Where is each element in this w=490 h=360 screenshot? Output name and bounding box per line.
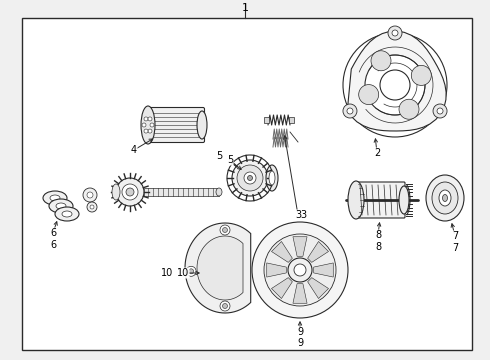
Circle shape (186, 266, 196, 276)
Circle shape (264, 234, 336, 306)
Ellipse shape (426, 175, 464, 221)
Bar (289, 117, 294, 123)
Circle shape (392, 30, 398, 36)
Circle shape (142, 123, 146, 127)
Polygon shape (185, 223, 251, 313)
Circle shape (83, 188, 97, 202)
Circle shape (252, 222, 348, 318)
Circle shape (222, 303, 227, 309)
Polygon shape (308, 278, 328, 298)
Text: 10: 10 (177, 268, 189, 278)
Text: 1: 1 (242, 3, 248, 13)
Circle shape (237, 165, 263, 191)
Text: 3: 3 (295, 210, 301, 220)
Text: 7: 7 (452, 231, 458, 241)
Circle shape (433, 104, 447, 118)
Bar (144, 188, 219, 196)
Circle shape (220, 301, 230, 311)
Circle shape (222, 228, 227, 233)
Polygon shape (314, 263, 333, 277)
Ellipse shape (50, 195, 60, 201)
FancyBboxPatch shape (355, 182, 405, 218)
Circle shape (150, 123, 154, 127)
Text: 5: 5 (227, 155, 233, 165)
Ellipse shape (112, 184, 120, 200)
Polygon shape (197, 236, 243, 300)
Circle shape (232, 160, 268, 196)
Circle shape (116, 178, 144, 206)
Circle shape (380, 70, 410, 100)
Ellipse shape (56, 203, 66, 209)
Text: 4: 4 (131, 145, 137, 155)
Circle shape (244, 172, 256, 184)
Circle shape (148, 129, 152, 133)
Ellipse shape (197, 111, 207, 139)
Bar (264, 117, 269, 123)
FancyBboxPatch shape (147, 108, 204, 143)
Polygon shape (347, 31, 446, 131)
Circle shape (347, 108, 353, 114)
Circle shape (87, 192, 93, 198)
Text: 3: 3 (300, 210, 306, 220)
Circle shape (220, 225, 230, 235)
Text: 2: 2 (374, 148, 380, 158)
Ellipse shape (269, 171, 275, 185)
Circle shape (294, 264, 306, 276)
Polygon shape (267, 263, 286, 277)
Ellipse shape (43, 191, 67, 205)
Ellipse shape (432, 182, 458, 214)
Polygon shape (293, 237, 307, 256)
Circle shape (189, 269, 194, 274)
Circle shape (437, 108, 443, 114)
Ellipse shape (439, 190, 451, 206)
Ellipse shape (266, 165, 278, 191)
Text: 6: 6 (50, 240, 56, 250)
Text: 7: 7 (452, 243, 458, 253)
Circle shape (343, 33, 447, 137)
Ellipse shape (399, 186, 409, 214)
Text: 8: 8 (375, 230, 381, 240)
Ellipse shape (141, 106, 155, 144)
Ellipse shape (216, 188, 222, 196)
Ellipse shape (442, 194, 447, 202)
Circle shape (148, 117, 152, 121)
Circle shape (90, 205, 94, 209)
Circle shape (411, 66, 431, 85)
Circle shape (365, 55, 425, 115)
Text: 5: 5 (216, 151, 222, 161)
Circle shape (144, 117, 148, 121)
Text: 6: 6 (50, 228, 56, 238)
Polygon shape (308, 242, 328, 262)
Ellipse shape (348, 181, 364, 219)
Circle shape (371, 51, 391, 71)
Circle shape (247, 176, 252, 180)
Text: 9: 9 (297, 338, 303, 348)
Circle shape (399, 99, 419, 119)
Ellipse shape (49, 199, 73, 213)
Text: 9: 9 (297, 327, 303, 337)
Polygon shape (271, 242, 293, 262)
Circle shape (288, 258, 312, 282)
Text: 10: 10 (161, 268, 173, 278)
Circle shape (87, 202, 97, 212)
Circle shape (343, 104, 357, 118)
Ellipse shape (62, 211, 72, 217)
Polygon shape (271, 278, 293, 298)
Polygon shape (293, 284, 307, 303)
Circle shape (388, 26, 402, 40)
Circle shape (144, 129, 148, 133)
Ellipse shape (55, 207, 79, 221)
Text: 8: 8 (375, 242, 381, 252)
Circle shape (359, 85, 379, 104)
Circle shape (122, 184, 138, 200)
Circle shape (126, 188, 134, 196)
